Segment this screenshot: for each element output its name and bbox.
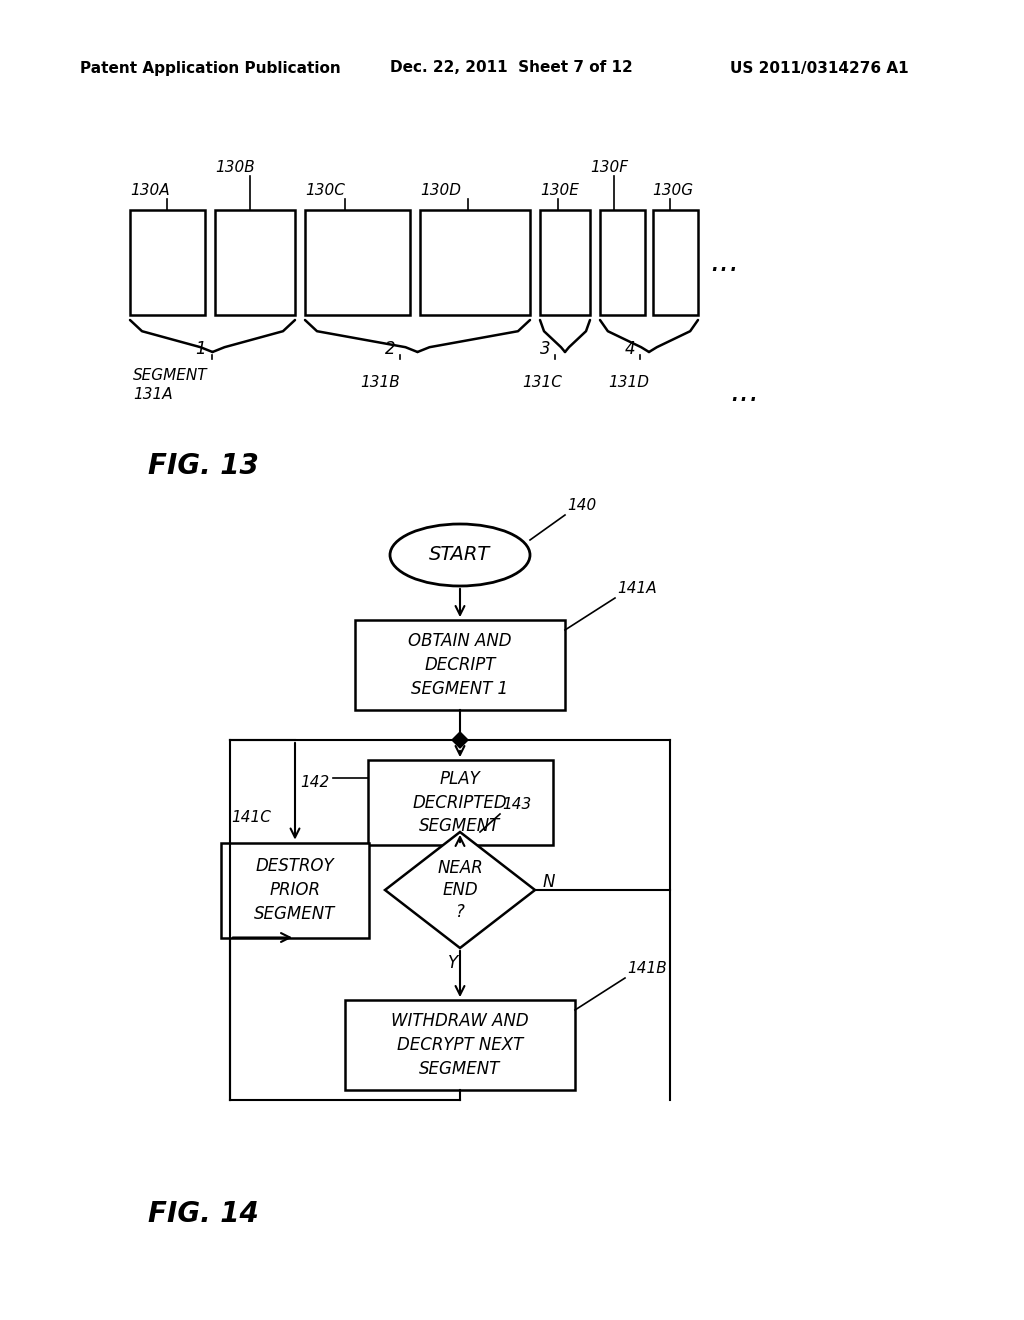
Bar: [215, 210, 295, 315]
Text: 140: 140: [567, 498, 596, 513]
Text: ...: ...: [730, 378, 759, 407]
Text: 130D: 130D: [420, 183, 461, 198]
Text: OBTAIN AND
DECRIPT
SEGMENT 1: OBTAIN AND DECRIPT SEGMENT 1: [409, 632, 512, 697]
Text: FIG. 14: FIG. 14: [148, 1200, 259, 1228]
Bar: [653, 210, 698, 315]
Text: 141B: 141B: [627, 961, 667, 975]
Bar: [420, 210, 530, 315]
Text: 3: 3: [540, 341, 551, 358]
Polygon shape: [452, 733, 468, 748]
Text: 142: 142: [300, 775, 330, 789]
Text: 131C: 131C: [522, 375, 562, 389]
Text: 130G: 130G: [652, 183, 693, 198]
Text: START: START: [429, 545, 490, 565]
Text: US 2011/0314276 A1: US 2011/0314276 A1: [730, 61, 908, 75]
Text: 130B: 130B: [215, 160, 255, 176]
Text: 141A: 141A: [617, 581, 656, 597]
Bar: [540, 210, 590, 315]
Bar: [368, 760, 553, 845]
Text: Patent Application Publication: Patent Application Publication: [80, 61, 341, 75]
Text: 130F: 130F: [590, 160, 628, 176]
Bar: [130, 210, 205, 315]
Bar: [305, 210, 410, 315]
Text: 130E: 130E: [540, 183, 579, 198]
Text: ...: ...: [710, 248, 739, 277]
Bar: [221, 842, 369, 937]
Polygon shape: [385, 832, 535, 948]
Bar: [355, 620, 565, 710]
Text: FIG. 13: FIG. 13: [148, 451, 259, 480]
Text: Y: Y: [449, 954, 458, 972]
Text: DESTROY
PRIOR
SEGMENT: DESTROY PRIOR SEGMENT: [254, 858, 336, 923]
Bar: [345, 1001, 575, 1090]
Text: 143: 143: [502, 797, 531, 812]
Text: NEAR
END
?: NEAR END ?: [437, 859, 483, 921]
Text: WITHDRAW AND
DECRYPT NEXT
SEGMENT: WITHDRAW AND DECRYPT NEXT SEGMENT: [391, 1012, 528, 1077]
Text: PLAY
DECRIPTED
SEGMENT: PLAY DECRIPTED SEGMENT: [413, 770, 507, 836]
Ellipse shape: [390, 524, 530, 586]
Text: 1: 1: [195, 341, 206, 358]
Text: Dec. 22, 2011  Sheet 7 of 12: Dec. 22, 2011 Sheet 7 of 12: [390, 61, 633, 75]
Bar: [600, 210, 645, 315]
Text: 130A: 130A: [130, 183, 170, 198]
Text: SEGMENT
131A: SEGMENT 131A: [133, 368, 208, 401]
Text: 131B: 131B: [360, 375, 399, 389]
Text: 4: 4: [625, 341, 636, 358]
Text: N: N: [543, 873, 555, 891]
Text: 141C: 141C: [231, 809, 271, 825]
Text: 131D: 131D: [608, 375, 649, 389]
Text: 2: 2: [385, 341, 395, 358]
Text: 130C: 130C: [305, 183, 345, 198]
